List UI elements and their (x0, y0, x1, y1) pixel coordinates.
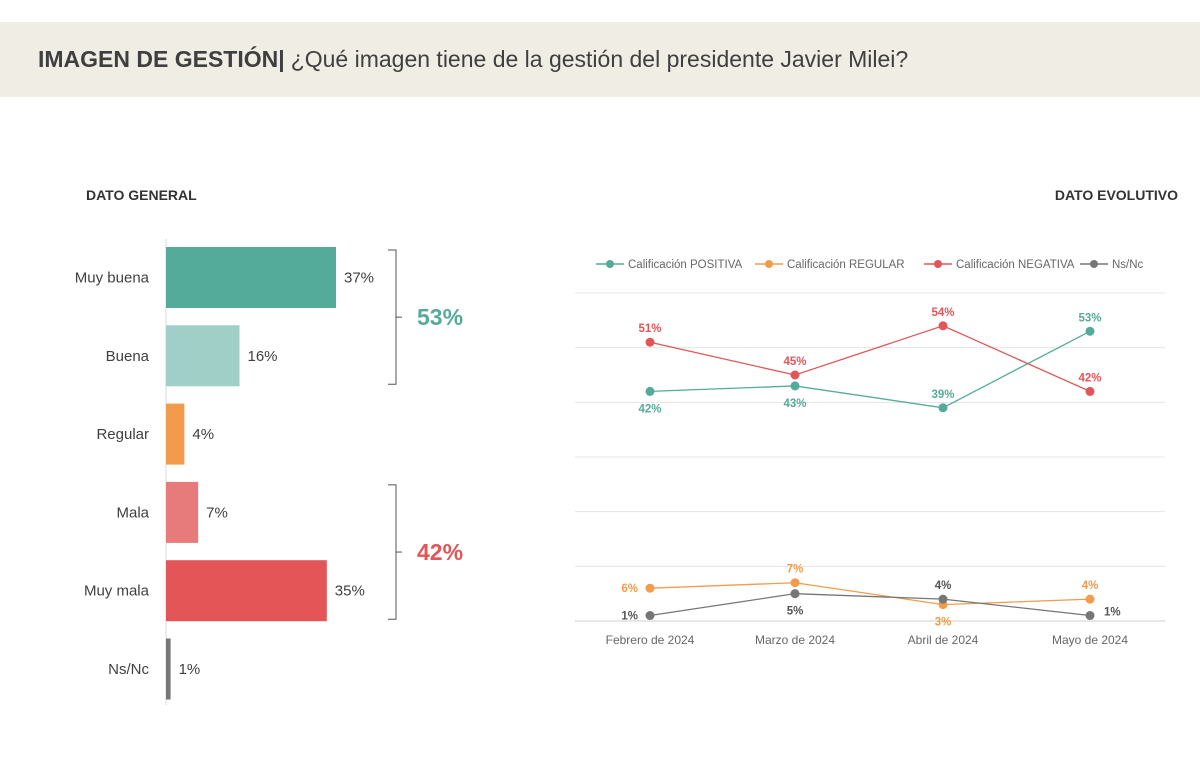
bar-value-label-muy-mala: 35% (335, 583, 365, 600)
x-tick-label-febrero-de-2024: Febrero de 2024 (606, 633, 695, 647)
data-point-calificacion-regular (790, 578, 800, 588)
data-point-calificacion-negativa (1085, 386, 1095, 396)
data-point-calificacion-positiva (645, 386, 655, 396)
data-point-calificacion-regular (645, 583, 655, 593)
legend-marker-calificacion-positiva (606, 260, 614, 268)
data-label-calificacion-negativa: 54% (931, 307, 954, 319)
bar-value-label-mala: 7% (206, 504, 228, 521)
bar-category-label-muy-buena: Muy buena (75, 270, 150, 287)
data-label-calificacion-negativa: 42% (1078, 372, 1101, 384)
bar-buena (166, 325, 240, 387)
legend-marker-calificacion-negativa (934, 260, 942, 268)
bar-muy-buena (166, 247, 336, 308)
data-label-calificacion-positiva: 53% (1078, 312, 1101, 324)
data-label-ns-nc: 5% (787, 606, 804, 618)
bar-mala (166, 481, 199, 543)
data-label-calificacion-regular: 6% (621, 583, 638, 595)
data-label-calificacion-regular: 7% (787, 564, 804, 576)
data-label-calificacion-regular: 4% (1082, 580, 1099, 592)
bar-regular (166, 403, 185, 465)
bar-value-label-regular: 4% (192, 426, 214, 443)
legend-label-ns-nc: Ns/Nc (1112, 259, 1144, 271)
legend-label-calificacion-negativa: Calificación NEGATIVA (956, 259, 1075, 271)
series-line-calificacion-negativa (649, 325, 1091, 392)
legend-label-calificacion-positiva: Calificación POSITIVA (628, 259, 743, 271)
legend-label-calificacion-regular: Calificación REGULAR (787, 259, 905, 271)
legend-marker-calificacion-regular (765, 260, 773, 268)
data-point-calificacion-negativa (790, 370, 800, 380)
bar-value-label-muy-buena: 37% (344, 270, 374, 287)
bar-category-label-ns-nc: Ns/Nc (108, 661, 149, 678)
data-point-calificacion-positiva (790, 381, 800, 391)
left-section-label: DATO GENERAL (86, 187, 197, 203)
bar-value-label-ns-nc: 1% (179, 661, 201, 678)
x-tick-label-mayo-de-2024: Mayo de 2024 (1052, 633, 1128, 647)
series-line-calificacion-regular (649, 582, 1091, 606)
general-bar-chart: Muy buena 37% Buena 16% Regular 4% Mala 7% Muy m… (75, 239, 463, 705)
data-label-ns-nc: 1% (621, 611, 638, 623)
data-point-ns-nc (1085, 611, 1095, 621)
data-label-calificacion-positiva: 39% (931, 389, 954, 401)
data-point-ns-nc (790, 589, 800, 599)
data-label-calificacion-negativa: 51% (638, 323, 661, 335)
data-point-ns-nc (938, 594, 948, 604)
header-title: IMAGEN DE GESTIÓN| (38, 46, 285, 72)
header-banner: IMAGEN DE GESTIÓN| ¿Qué imagen tiene de … (0, 22, 1200, 97)
data-point-calificacion-positiva (1085, 326, 1095, 336)
bar-category-label-buena: Buena (106, 348, 150, 365)
group-total-label: 53% (417, 304, 463, 330)
legend-marker-ns-nc (1090, 260, 1098, 268)
x-tick-label-abril-de-2024: Abril de 2024 (908, 633, 979, 647)
bar-category-label-mala: Mala (116, 504, 149, 521)
bar-value-label-buena: 16% (248, 348, 278, 365)
bar-category-label-muy-mala: Muy mala (84, 583, 150, 600)
data-label-calificacion-positiva: 42% (638, 403, 661, 415)
group-bracket-42 (388, 484, 397, 620)
group-total-label: 42% (417, 539, 463, 565)
group-bracket-53 (388, 249, 397, 385)
right-section-label: DATO EVOLUTIVO (1054, 187, 1178, 203)
bar-ns-nc (166, 638, 171, 700)
evolution-line-chart: Febrero de 2024 Marzo de 2024 Abril de 202… (575, 259, 1165, 647)
data-point-calificacion-negativa (938, 321, 948, 331)
header-question: ¿Qué imagen tiene de la gestión del pres… (290, 46, 909, 72)
data-label-ns-nc: 1% (1104, 607, 1121, 619)
series-line-calificacion-positiva (649, 330, 1091, 409)
data-label-ns-nc: 4% (935, 580, 952, 592)
bar-muy-mala (166, 560, 327, 622)
series-line-ns-nc (649, 593, 1091, 617)
data-point-ns-nc (645, 611, 655, 621)
data-point-calificacion-negativa (645, 337, 655, 347)
data-point-calificacion-positiva (938, 403, 948, 413)
bar-category-label-regular: Regular (96, 426, 149, 443)
x-tick-label-marzo-de-2024: Marzo de 2024 (755, 633, 835, 647)
data-label-calificacion-positiva: 43% (783, 398, 806, 410)
data-label-calificacion-regular: 3% (935, 617, 952, 629)
data-point-calificacion-regular (1085, 594, 1095, 604)
data-label-calificacion-negativa: 45% (783, 356, 806, 368)
